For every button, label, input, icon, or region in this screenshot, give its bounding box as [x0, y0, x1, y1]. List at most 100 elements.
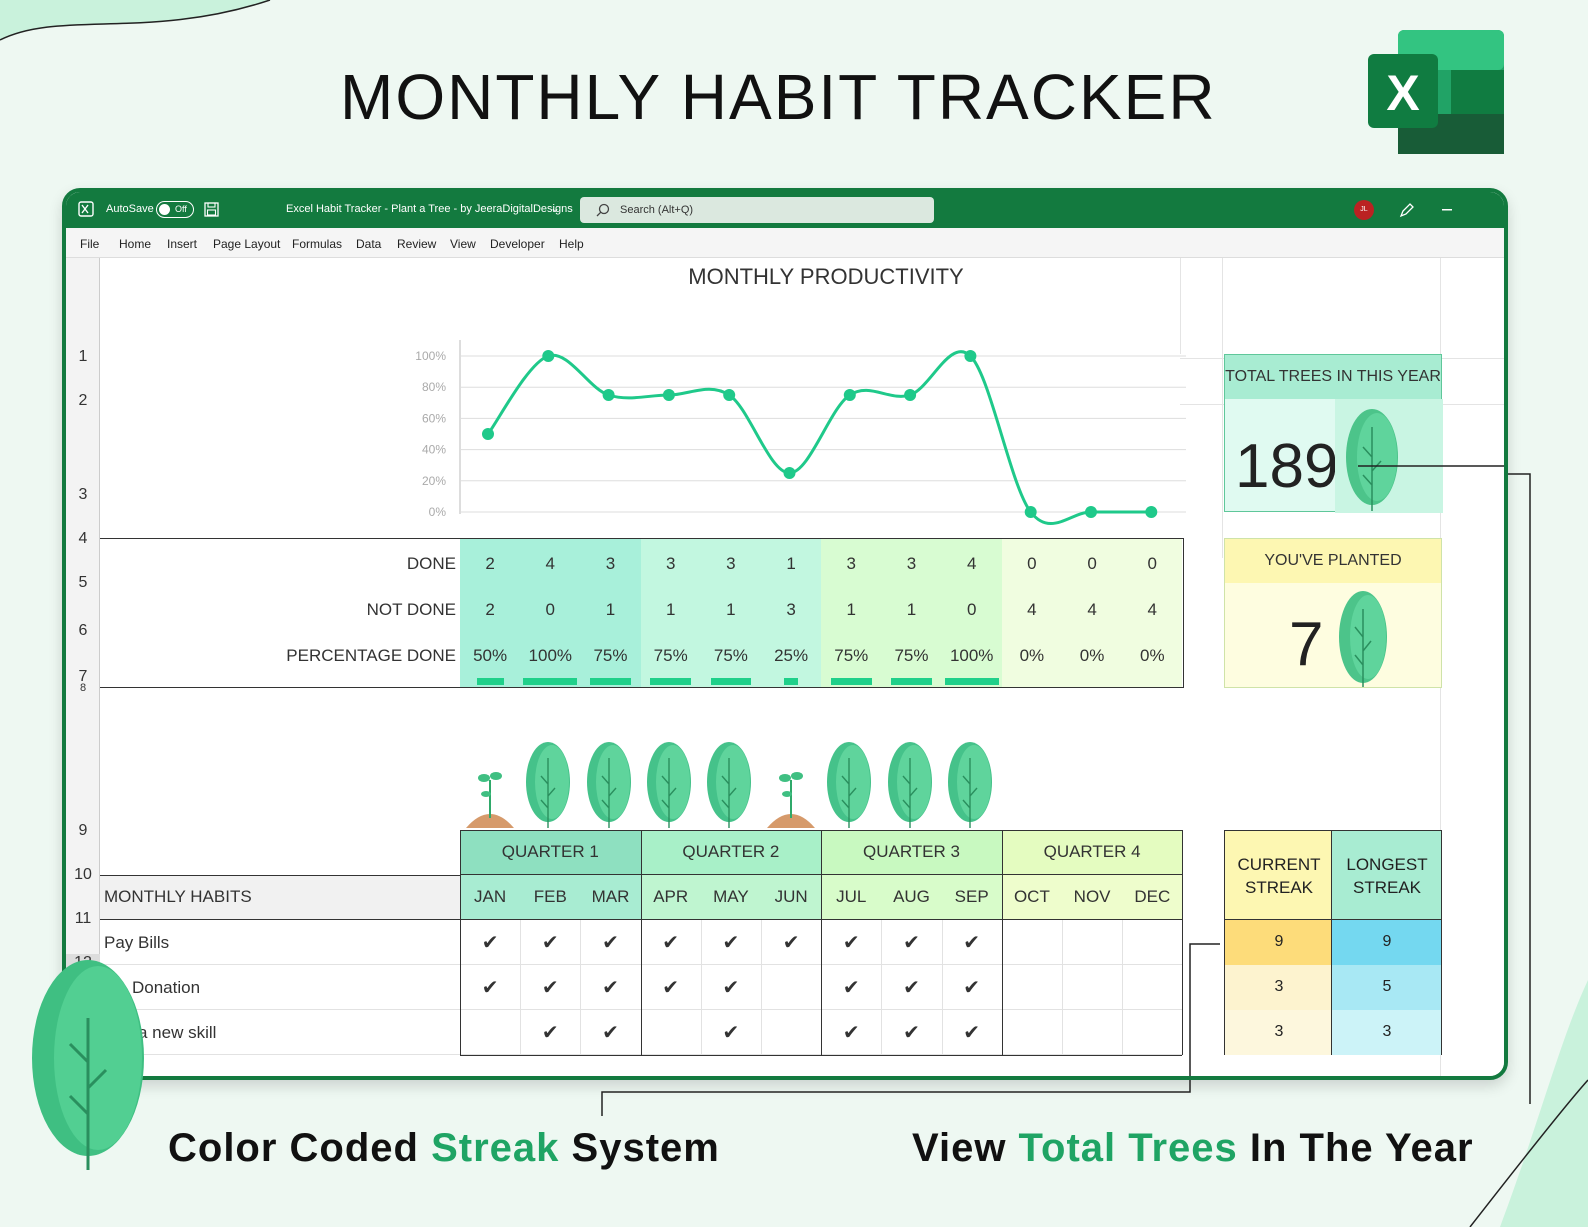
habit-2-sep-checkbox[interactable]: ✔: [963, 1022, 981, 1044]
habit-2-dec-checkbox[interactable]: [1122, 1020, 1182, 1046]
habit-2-jun-checkbox[interactable]: [761, 1020, 821, 1046]
not-done-may[interactable]: 1: [726, 600, 736, 619]
not-done-nov[interactable]: 4: [1087, 600, 1097, 619]
chart-point-sep[interactable]: [964, 350, 977, 362]
done-dec[interactable]: 0: [1147, 554, 1158, 573]
not-done-oct[interactable]: 4: [1027, 600, 1037, 619]
pct-dec[interactable]: 0%: [1139, 646, 1165, 665]
row-number[interactable]: 2: [78, 392, 88, 409]
pen-icon[interactable]: [1398, 201, 1416, 219]
habit-name[interactable]: a new skill: [138, 1023, 217, 1042]
habit-0-jul-checkbox[interactable]: ✔: [842, 932, 860, 954]
menu-file[interactable]: File: [80, 237, 100, 251]
habit-name[interactable]: Pay Bills: [104, 933, 170, 952]
not-done-sep[interactable]: 0: [966, 600, 977, 619]
row-number[interactable]: 11: [74, 910, 92, 927]
month-header-nov[interactable]: NOV: [1073, 887, 1111, 906]
chart-point-dec[interactable]: [1145, 506, 1158, 518]
habit-0-aug-checkbox[interactable]: ✔: [903, 932, 920, 954]
chart-point-feb[interactable]: [542, 350, 555, 362]
save-icon[interactable]: [204, 202, 219, 217]
row-number[interactable]: 3: [78, 486, 88, 503]
pct-oct[interactable]: 0%: [1019, 646, 1045, 665]
done-may[interactable]: 3: [726, 554, 736, 573]
minimize-icon[interactable]: [1442, 209, 1454, 211]
not-done-mar[interactable]: 1: [605, 600, 616, 619]
pct-aug[interactable]: 75%: [894, 646, 929, 665]
habit-0-apr-checkbox[interactable]: ✔: [662, 932, 680, 954]
habit-1-jan-checkbox[interactable]: ✔: [481, 977, 499, 999]
not-done-apr[interactable]: 1: [665, 600, 676, 619]
month-header-oct[interactable]: OCT: [1013, 887, 1050, 906]
search-box[interactable]: Search (Alt+Q): [580, 197, 934, 223]
done-jun[interactable]: 1: [786, 554, 796, 573]
month-header-feb[interactable]: FEB: [533, 887, 567, 906]
pct-may[interactable]: 75%: [713, 646, 748, 665]
row-number[interactable]: 4: [78, 530, 88, 547]
habit-1-may-checkbox[interactable]: ✔: [722, 977, 740, 999]
habit-1-feb-checkbox[interactable]: ✔: [541, 977, 559, 999]
pct-feb[interactable]: 100%: [528, 646, 573, 665]
habit-0-jan-checkbox[interactable]: ✔: [481, 932, 499, 954]
chart-point-nov[interactable]: [1085, 506, 1097, 518]
menu-home[interactable]: Home: [119, 237, 152, 251]
chevron-down-icon[interactable]: ⌄: [550, 201, 561, 215]
habit-2-feb-checkbox[interactable]: ✔: [541, 1022, 559, 1044]
pct-jan[interactable]: 50%: [473, 646, 508, 665]
menu-page-layout[interactable]: Page Layout: [213, 237, 281, 251]
chart-point-aug[interactable]: [904, 389, 917, 401]
pct-nov[interactable]: 0%: [1079, 646, 1105, 665]
chart-point-jun[interactable]: [783, 467, 796, 479]
month-header-jan[interactable]: JAN: [474, 887, 507, 906]
pct-apr[interactable]: 75%: [653, 646, 688, 665]
file-title[interactable]: Excel Habit Tracker - Plant a Tree - by …: [286, 203, 573, 215]
autosave-toggle[interactable]: Off: [156, 201, 194, 218]
habit-0-jun-checkbox[interactable]: ✔: [782, 932, 800, 954]
productivity-chart[interactable]: 100% 80% 60% 40% 20% 0%: [66, 258, 1196, 538]
row-number[interactable]: 9: [78, 822, 88, 839]
pct-jun[interactable]: 25%: [774, 646, 809, 665]
chart-point-jul[interactable]: [843, 389, 856, 401]
not-done-jun[interactable]: 3: [786, 600, 796, 619]
habit-0-dec-checkbox[interactable]: [1122, 930, 1182, 956]
habit-0-may-checkbox[interactable]: ✔: [722, 932, 740, 954]
row-number[interactable]: 5: [78, 574, 88, 591]
habit-2-jan-checkbox[interactable]: [460, 1020, 520, 1046]
row-number[interactable]: 7: [78, 668, 88, 685]
done-mar[interactable]: 3: [605, 554, 616, 573]
row-number[interactable]: 1: [78, 348, 88, 365]
habit-2-apr-checkbox[interactable]: [641, 1020, 701, 1046]
row-number[interactable]: 10: [74, 866, 92, 883]
not-done-aug[interactable]: 1: [906, 600, 917, 619]
habit-2-mar-checkbox[interactable]: ✔: [602, 1022, 619, 1044]
done-sep[interactable]: 4: [966, 554, 977, 573]
month-header-jul[interactable]: JUL: [836, 887, 867, 906]
menu-insert[interactable]: Insert: [167, 237, 198, 251]
chart-point-may[interactable]: [723, 389, 736, 401]
worksheet[interactable]: 1 2 3 4 5 6 7 8 9 10 11 12 MONTHLY PRODU…: [66, 258, 1504, 1076]
pct-jul[interactable]: 75%: [834, 646, 869, 665]
menu-view[interactable]: View: [450, 237, 476, 251]
not-done-jan[interactable]: 2: [485, 600, 495, 619]
habit-1-jul-checkbox[interactable]: ✔: [842, 977, 860, 999]
month-header-apr[interactable]: APR: [653, 887, 689, 906]
pct-sep[interactable]: 100%: [949, 646, 994, 665]
not-done-feb[interactable]: 0: [545, 600, 556, 619]
habit-1-dec-checkbox[interactable]: [1122, 975, 1182, 1001]
habit-2-aug-checkbox[interactable]: ✔: [903, 1022, 920, 1044]
done-aug[interactable]: 3: [906, 554, 917, 573]
done-apr[interactable]: 3: [665, 554, 676, 573]
menu-review[interactable]: Review: [397, 237, 437, 251]
chart-point-apr[interactable]: [662, 389, 675, 401]
menu-help[interactable]: Help: [559, 237, 584, 251]
month-header-jun[interactable]: JUN: [774, 887, 808, 906]
habit-1-apr-checkbox[interactable]: ✔: [662, 977, 680, 999]
row-number[interactable]: 6: [78, 622, 88, 639]
habit-1-oct-checkbox[interactable]: [1002, 975, 1062, 1001]
row-number[interactable]: 8: [79, 682, 87, 694]
habit-name[interactable]: Donation: [132, 978, 201, 997]
done-jan[interactable]: 2: [485, 554, 495, 573]
not-done-dec[interactable]: 4: [1147, 600, 1158, 619]
avatar[interactable]: JL: [1354, 200, 1374, 220]
pct-mar[interactable]: 75%: [593, 646, 628, 665]
